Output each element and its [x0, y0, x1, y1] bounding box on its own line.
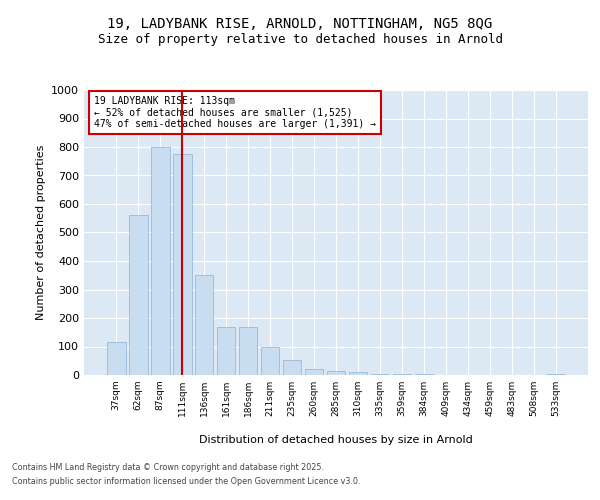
Bar — [349, 372, 367, 375]
Bar — [217, 326, 235, 375]
Bar — [371, 374, 389, 375]
Y-axis label: Number of detached properties: Number of detached properties — [35, 145, 46, 320]
Bar — [239, 326, 257, 375]
Text: 19, LADYBANK RISE, ARNOLD, NOTTINGHAM, NG5 8QG: 19, LADYBANK RISE, ARNOLD, NOTTINGHAM, N… — [107, 18, 493, 32]
Text: Size of property relative to detached houses in Arnold: Size of property relative to detached ho… — [97, 32, 503, 46]
Bar — [151, 147, 170, 375]
Bar — [305, 370, 323, 375]
Bar — [392, 374, 411, 375]
Bar — [129, 216, 148, 375]
Bar — [283, 360, 301, 375]
Bar — [547, 374, 565, 375]
Text: Contains public sector information licensed under the Open Government Licence v3: Contains public sector information licen… — [12, 478, 361, 486]
Text: Contains HM Land Registry data © Crown copyright and database right 2025.: Contains HM Land Registry data © Crown c… — [12, 462, 324, 471]
Bar — [173, 154, 191, 375]
Bar — [107, 342, 125, 375]
Bar — [326, 370, 346, 375]
Bar — [415, 374, 433, 375]
Bar — [261, 347, 280, 375]
Text: 19 LADYBANK RISE: 113sqm
← 52% of detached houses are smaller (1,525)
47% of sem: 19 LADYBANK RISE: 113sqm ← 52% of detach… — [94, 96, 376, 129]
Bar — [195, 275, 214, 375]
Text: Distribution of detached houses by size in Arnold: Distribution of detached houses by size … — [199, 435, 473, 445]
